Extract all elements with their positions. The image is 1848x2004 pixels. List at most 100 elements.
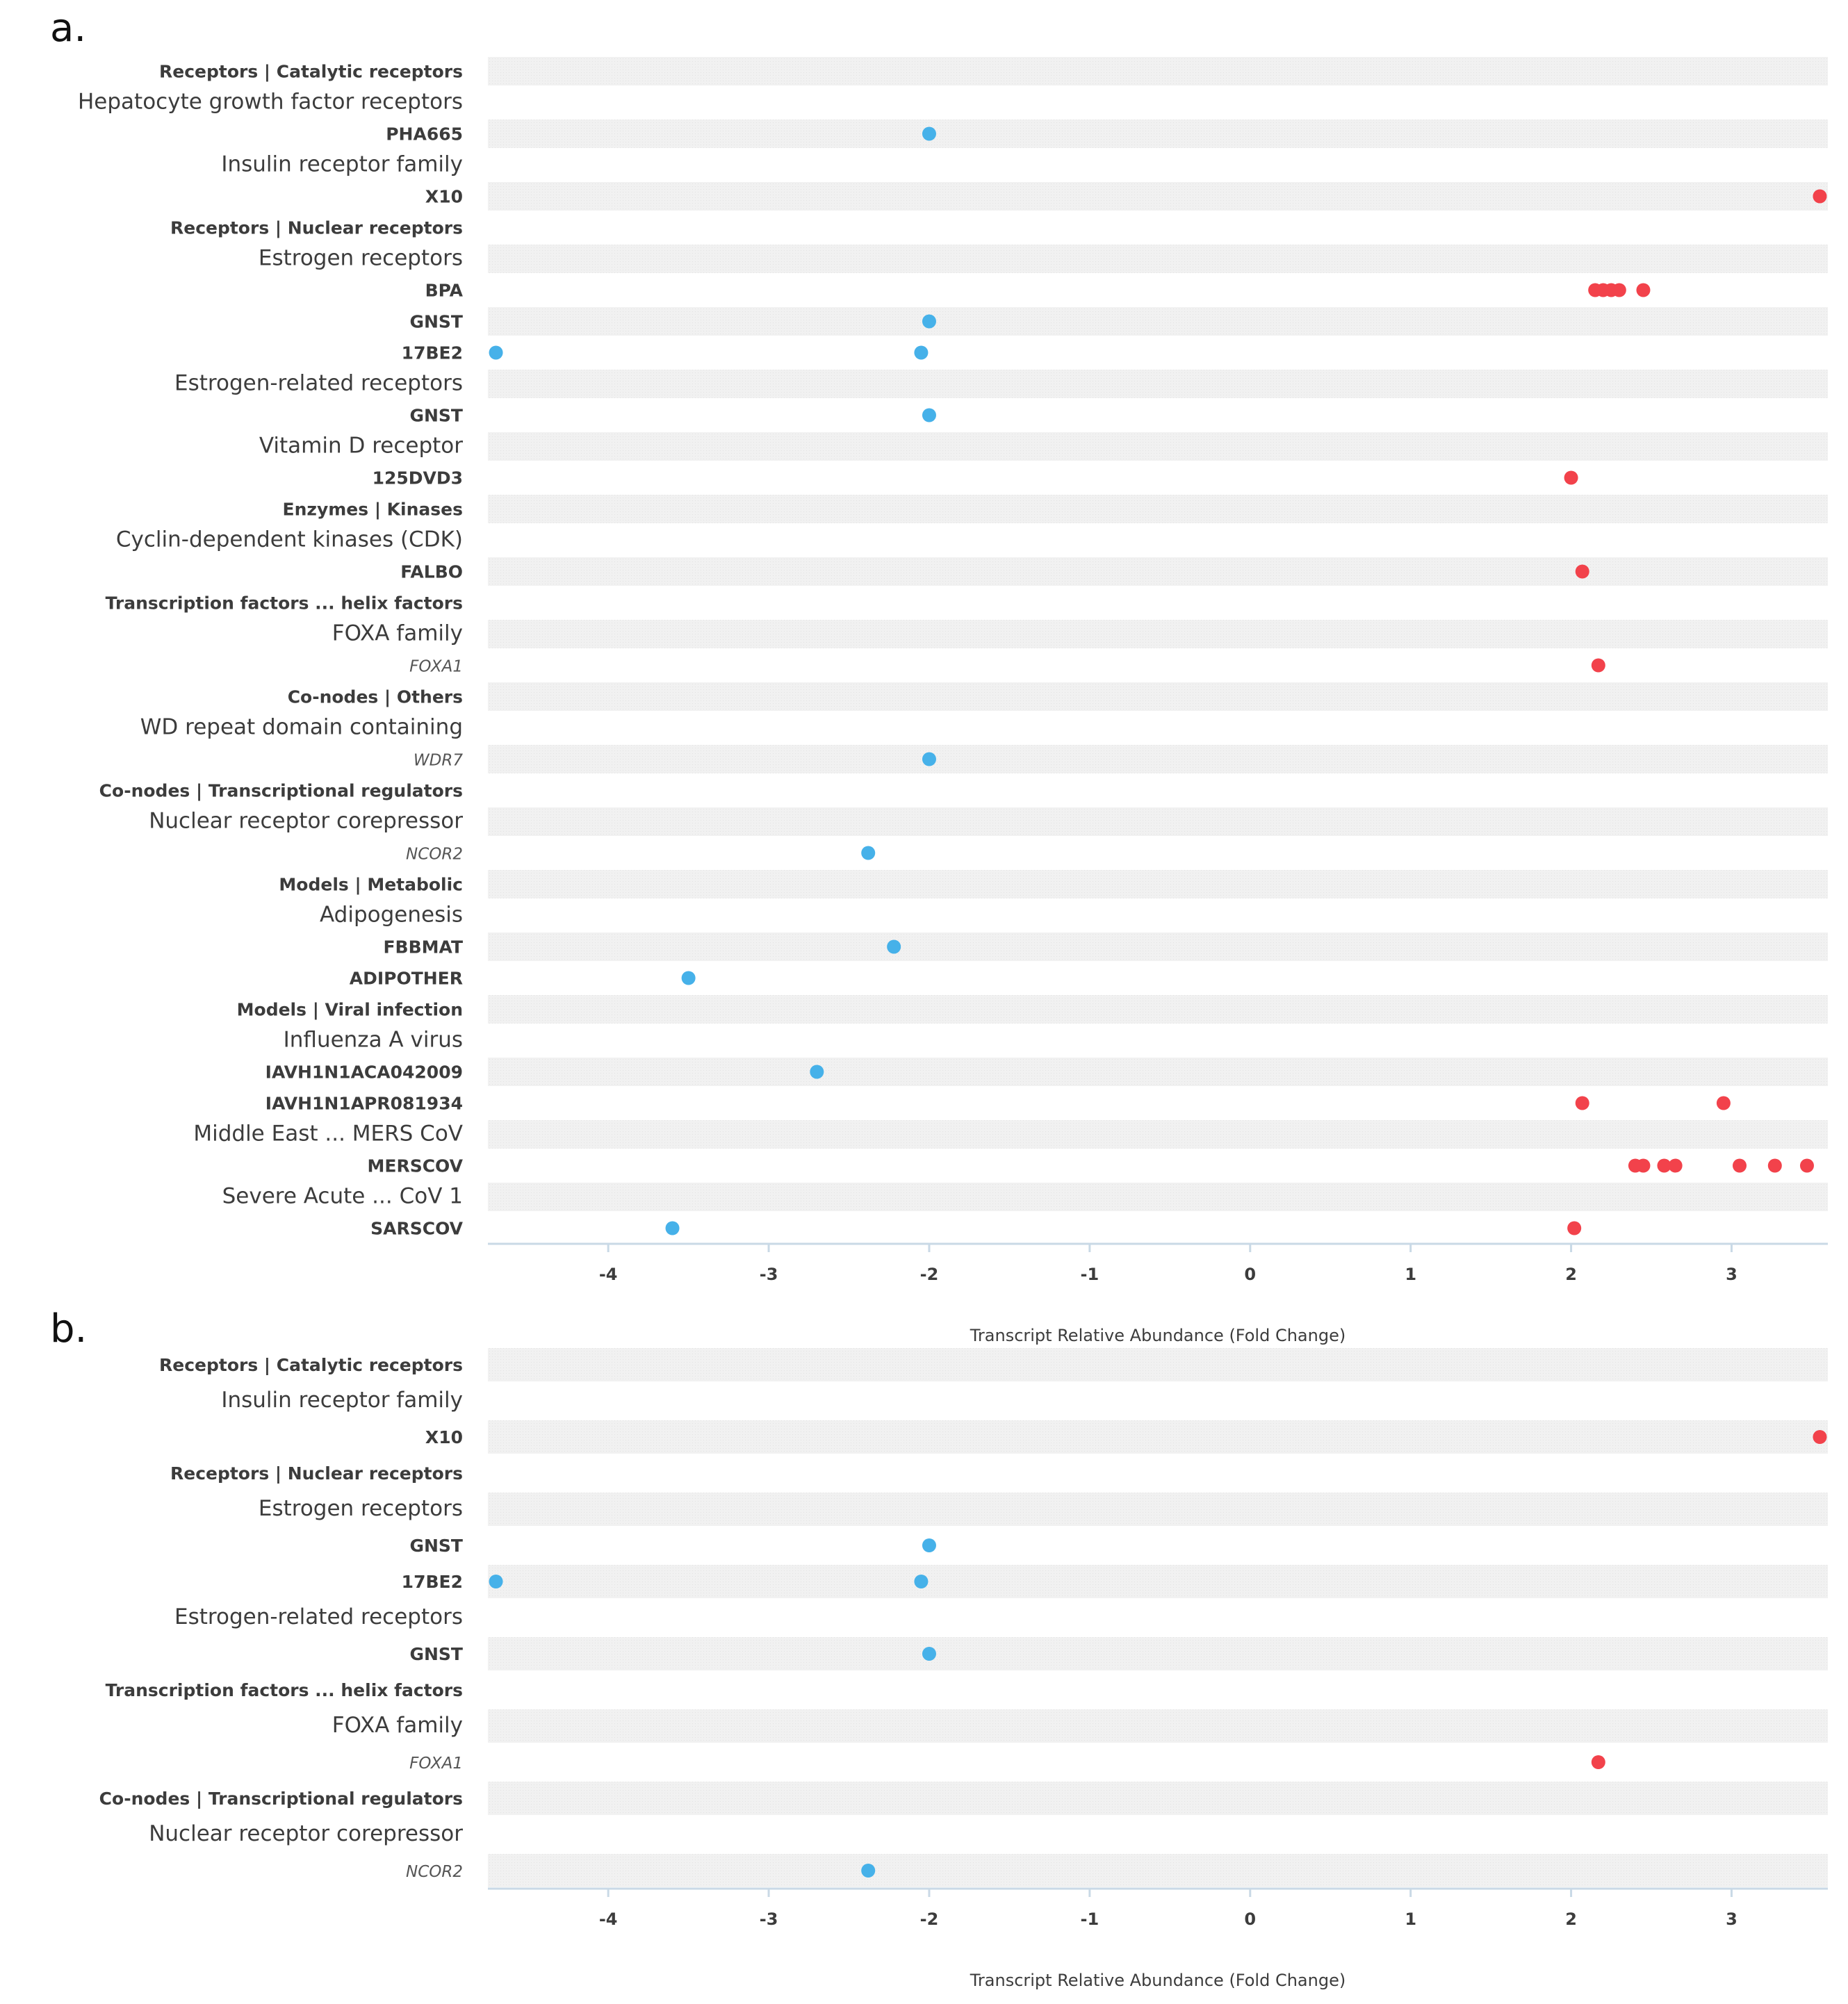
row-band	[488, 807, 1828, 836]
point-upregulated[interactable]	[1799, 1158, 1814, 1173]
row-label-family: Estrogen receptors	[259, 246, 463, 271]
row-label-family: Nuclear receptor corepressor	[149, 1821, 463, 1846]
row-label-category: Co-nodes | Transcriptional regulators	[99, 781, 463, 801]
row-label-item: IAVH1N1APR081934	[265, 1094, 463, 1114]
point-downregulated[interactable]	[922, 1538, 936, 1552]
point-upregulated[interactable]	[1575, 564, 1589, 579]
row-label-item: BPA	[425, 281, 464, 301]
point-downregulated[interactable]	[922, 752, 936, 766]
point-upregulated[interactable]	[1813, 1430, 1827, 1444]
x-tick-label: -2	[920, 1909, 939, 1929]
row-band	[488, 1120, 1828, 1149]
row-band	[488, 245, 1828, 273]
x-tick-label: -4	[599, 1909, 618, 1929]
x-axis-title: Transcript Relative Abundance (Fold Chan…	[970, 1971, 1346, 1990]
point-upregulated[interactable]	[1657, 1158, 1671, 1173]
row-label-category: Transcription factors ... helix factors	[106, 593, 463, 614]
row-label-gene: FOXA1	[409, 1755, 463, 1773]
point-downregulated[interactable]	[922, 1647, 936, 1661]
row-label-family: Severe Acute ... CoV 1	[222, 1184, 463, 1209]
row-label-gene: FOXA1	[409, 658, 463, 676]
row-label-item: MERSCOV	[368, 1156, 464, 1176]
row-label-item: GNST	[409, 312, 463, 332]
chart-a: Receptors | Catalytic receptors Hepatocyt…	[78, 57, 1828, 1345]
row-label-family: Hepatocyte growth factor receptors	[78, 90, 463, 115]
row-band	[488, 1854, 1828, 1887]
point-upregulated[interactable]	[1612, 283, 1626, 297]
point-upregulated[interactable]	[1575, 1096, 1589, 1110]
row-label-family: Nuclear receptor corepressor	[149, 809, 463, 834]
point-downregulated[interactable]	[665, 1221, 680, 1235]
x-tick-label: 3	[1726, 1909, 1737, 1929]
row-band	[488, 682, 1828, 711]
row-band	[488, 995, 1828, 1024]
x-tick-label: -3	[760, 1265, 778, 1284]
point-downregulated[interactable]	[489, 1575, 503, 1588]
row-band	[488, 1493, 1828, 1526]
x-tick-label: 0	[1244, 1909, 1256, 1929]
row-label-item: FBBMAT	[383, 937, 463, 958]
x-tick-label: 0	[1244, 1265, 1256, 1284]
point-downregulated[interactable]	[922, 126, 936, 141]
point-upregulated[interactable]	[1636, 283, 1651, 297]
point-upregulated[interactable]	[1591, 1755, 1605, 1769]
row-label-category: Receptors | Catalytic receptors	[159, 1355, 463, 1375]
point-downregulated[interactable]	[861, 1864, 876, 1878]
point-downregulated[interactable]	[887, 939, 901, 954]
row-band	[488, 1565, 1828, 1598]
x-tick-label: 2	[1565, 1909, 1577, 1929]
row-label-family: Middle East ... MERS CoV	[193, 1122, 463, 1147]
row-label-family: Insulin receptor family	[221, 152, 463, 177]
point-upregulated[interactable]	[1767, 1158, 1782, 1173]
row-label-gene: NCOR2	[406, 846, 463, 864]
row-label-item: GNST	[409, 406, 463, 426]
point-upregulated[interactable]	[1733, 1158, 1747, 1173]
point-upregulated[interactable]	[1636, 1158, 1651, 1173]
row-label-family: WD repeat domain containing	[140, 715, 463, 740]
row-band	[488, 1637, 1828, 1670]
point-upregulated[interactable]	[1564, 470, 1578, 485]
point-upregulated[interactable]	[1813, 189, 1827, 204]
row-label-family: Estrogen-related receptors	[174, 1604, 463, 1629]
row-label-gene: WDR7	[414, 752, 463, 770]
row-label-family: Estrogen-related receptors	[174, 371, 463, 396]
row-band	[488, 1183, 1828, 1211]
point-downregulated[interactable]	[922, 408, 936, 422]
row-label-family: Insulin receptor family	[221, 1388, 463, 1413]
row-label-item: X10	[425, 187, 463, 207]
x-tick-label: 1	[1405, 1909, 1416, 1929]
row-label-item: ADIPOTHER	[350, 969, 463, 989]
panel-a-letter: a.	[50, 6, 87, 51]
x-tick-label: -3	[760, 1909, 778, 1929]
x-tick-label: 3	[1726, 1265, 1737, 1284]
row-label-category: Co-nodes | Transcriptional regulators	[99, 1789, 463, 1809]
point-downregulated[interactable]	[922, 314, 936, 329]
row-band	[488, 745, 1828, 773]
row-label-family: FOXA family	[332, 621, 463, 646]
row-label-item: GNST	[409, 1644, 463, 1664]
chart-b: Receptors | Catalytic receptors Insulin r…	[99, 1348, 1828, 1990]
row-label-category: Enzymes | Kinases	[283, 500, 463, 520]
point-upregulated[interactable]	[1668, 1158, 1683, 1173]
row-band	[488, 370, 1828, 398]
row-band	[488, 432, 1828, 461]
point-upregulated[interactable]	[1567, 1221, 1582, 1235]
row-label-item: X10	[425, 1427, 463, 1447]
point-downregulated[interactable]	[810, 1065, 824, 1079]
row-band	[488, 57, 1828, 85]
point-downregulated[interactable]	[914, 345, 929, 360]
point-downregulated[interactable]	[681, 971, 696, 985]
row-label-item: 125DVD3	[373, 468, 463, 488]
point-upregulated[interactable]	[1591, 658, 1605, 673]
row-label-category: Transcription factors ... helix factors	[106, 1680, 463, 1700]
row-label-item: FALBO	[400, 562, 463, 582]
row-band	[488, 933, 1828, 961]
row-band	[488, 307, 1828, 336]
row-label-item: IAVH1N1ACA042009	[265, 1062, 463, 1083]
row-band	[488, 1709, 1828, 1743]
point-downregulated[interactable]	[861, 846, 876, 860]
point-downregulated[interactable]	[489, 345, 503, 360]
point-downregulated[interactable]	[914, 1575, 929, 1588]
row-band	[488, 495, 1828, 523]
point-upregulated[interactable]	[1716, 1096, 1731, 1110]
